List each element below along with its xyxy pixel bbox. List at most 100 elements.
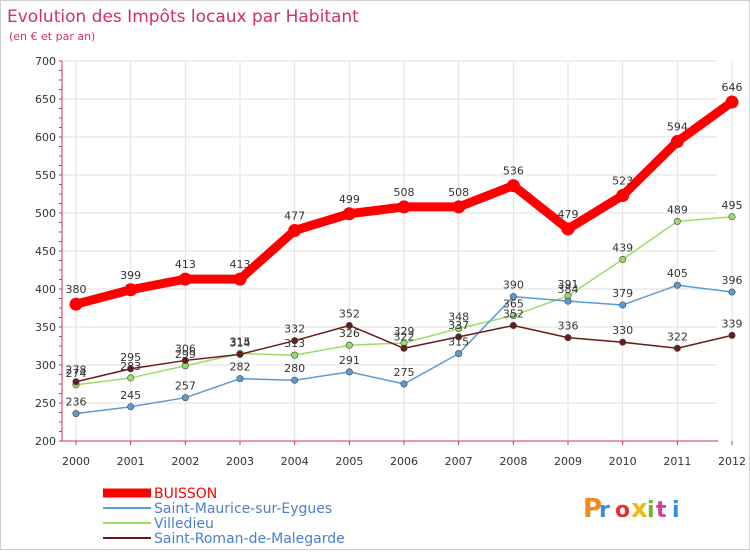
data-label: 322 (667, 330, 688, 343)
data-point (452, 200, 466, 214)
data-point (178, 272, 192, 286)
x-tick-label: 2000 (62, 455, 90, 468)
data-point (181, 394, 189, 402)
data-label: 283 (120, 360, 141, 373)
data-point (673, 281, 681, 289)
data-point (345, 368, 353, 376)
y-tick-label: 500 (35, 207, 56, 220)
data-label: 379 (612, 287, 633, 300)
data-point (670, 135, 684, 149)
data-point (127, 365, 135, 373)
data-point (728, 331, 736, 339)
legend: BUISSONSaint-Maurice-sur-EyguesVilledieu… (103, 486, 345, 547)
chart-title: Evolution des Impôts locaux par Habitant (7, 7, 359, 27)
data-point (124, 283, 138, 297)
data-label: 236 (66, 396, 87, 409)
x-tick-label: 2007 (445, 455, 473, 468)
data-label: 329 (394, 325, 415, 338)
data-label: 314 (230, 336, 251, 349)
data-label: 245 (120, 389, 141, 402)
data-point (509, 293, 517, 301)
data-point (291, 337, 299, 345)
data-point (291, 351, 299, 359)
x-tick-label: 2001 (117, 455, 145, 468)
data-label: 280 (284, 362, 305, 375)
data-label: 413 (230, 258, 251, 271)
data-point (455, 325, 463, 333)
data-label: 282 (230, 361, 251, 374)
legend-label: Saint-Maurice-sur-Eygues (154, 501, 332, 517)
data-label: 274 (66, 367, 87, 380)
data-point (72, 410, 80, 418)
data-label: 337 (448, 319, 469, 332)
data-label: 499 (339, 193, 360, 206)
axes: 200 250 300 350 400 450 500 550 600 650 700 2000 200… (35, 55, 746, 468)
series-lines (69, 95, 739, 418)
data-point (673, 344, 681, 352)
data-label: 594 (667, 121, 688, 134)
data-label: 257 (175, 380, 196, 393)
data-label: 352 (339, 307, 360, 320)
data-point (72, 378, 80, 386)
y-tick-label: 600 (35, 131, 56, 144)
data-label: 306 (175, 342, 196, 355)
data-label: 322 (394, 330, 415, 343)
data-label: 396 (722, 274, 743, 287)
x-tick-label: 2003 (226, 455, 254, 468)
data-label: 405 (667, 267, 688, 280)
data-label: 489 (667, 203, 688, 216)
data-point (288, 223, 302, 237)
data-label: 523 (612, 175, 633, 188)
data-point (397, 200, 411, 214)
logo-letter: i (647, 498, 655, 523)
y-tick-label: 300 (35, 359, 56, 372)
data-point (455, 333, 463, 341)
data-point (564, 334, 572, 342)
data-label: 495 (722, 199, 743, 212)
data-label: 315 (230, 336, 251, 349)
legend-label: BUISSON (154, 486, 217, 502)
data-label: 365 (503, 298, 524, 311)
data-label: 295 (120, 351, 141, 364)
x-tick-label: 2011 (663, 455, 691, 468)
data-label: 348 (448, 311, 469, 324)
logo-letter: P (583, 494, 602, 524)
data-label: 399 (120, 269, 141, 282)
y-tick-label: 700 (35, 55, 56, 68)
data-label: 536 (503, 165, 524, 178)
data-point (509, 312, 517, 320)
x-tick-label: 2005 (335, 455, 363, 468)
data-label: 413 (175, 258, 196, 271)
data-point (725, 95, 739, 109)
data-point (509, 321, 517, 329)
y-tick-label: 200 (35, 435, 56, 448)
data-point (616, 189, 630, 203)
x-tick-label: 2002 (171, 455, 199, 468)
data-point (345, 321, 353, 329)
y-tick-label: 400 (35, 283, 56, 296)
data-point (673, 217, 681, 225)
data-point (506, 179, 520, 193)
proxiti-logo: Pr o x i t i (583, 494, 680, 524)
data-label: 439 (612, 241, 633, 254)
data-point (728, 288, 736, 296)
data-label: 336 (558, 320, 579, 333)
data-label: 508 (448, 186, 469, 199)
x-tick-label: 2012 (718, 455, 746, 468)
data-labels: 380 399 413 413 477 499 508 508 536 479 523 594 646 2… (66, 81, 743, 409)
chart-subtitle: (en € et par an) (9, 30, 95, 43)
logo-letter: i (672, 498, 680, 523)
x-tick-label: 2004 (281, 455, 309, 468)
data-point (400, 344, 408, 352)
data-label: 390 (503, 279, 524, 292)
data-point (236, 375, 244, 383)
data-label: 508 (394, 186, 415, 199)
data-label: 646 (722, 81, 743, 94)
x-tick-label: 2010 (609, 455, 637, 468)
data-label: 479 (558, 208, 579, 221)
data-label: 477 (284, 209, 305, 222)
y-tick-label: 450 (35, 245, 56, 258)
data-point (236, 350, 244, 358)
